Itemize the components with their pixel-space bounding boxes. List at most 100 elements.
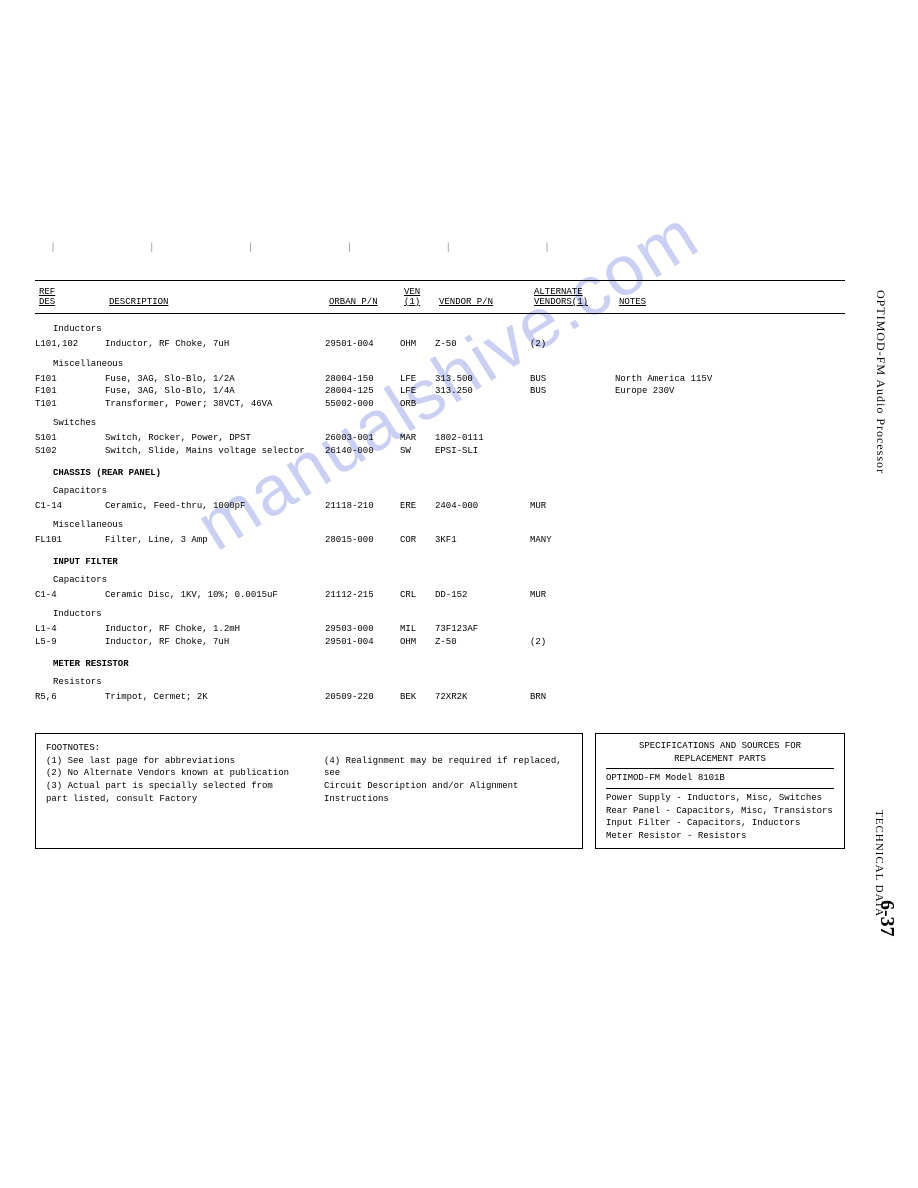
table-row: FL101Filter, Line, 3 Amp28015-000COR3KF1… bbox=[35, 534, 845, 547]
cell-orban: 29501-004 bbox=[325, 338, 400, 351]
footnotes-title: FOOTNOTES: bbox=[46, 742, 294, 755]
cell-vendor-pn: 73F123AF bbox=[435, 623, 530, 636]
cell-ref: C1-14 bbox=[35, 500, 105, 513]
footnote-line: (1) See last page for abbreviations bbox=[46, 755, 294, 768]
spec-model: OPTIMOD-FM Model 8101B bbox=[606, 772, 834, 785]
cell-vendor-pn: 313.250 bbox=[435, 385, 530, 398]
footnotes-box: FOOTNOTES: (1) See last page for abbrevi… bbox=[35, 733, 583, 849]
cell-desc: Fuse, 3AG, Slo-Blo, 1/4A bbox=[105, 385, 325, 398]
table-row: S101Switch, Rocker, Power, DPST26003-001… bbox=[35, 432, 845, 445]
cell-orban: 20509-220 bbox=[325, 691, 400, 704]
footnote-line: part listed, consult Factory bbox=[46, 793, 294, 806]
cell-note bbox=[615, 432, 845, 445]
page-number: 6-37 bbox=[875, 900, 898, 937]
cell-ven: ORB bbox=[400, 398, 435, 411]
cell-ven: OHM bbox=[400, 636, 435, 649]
section-subgroup: Miscellaneous bbox=[53, 520, 845, 530]
cell-desc: Inductor, RF Choke, 7uH bbox=[105, 338, 325, 351]
cell-orban: 26140-000 bbox=[325, 445, 400, 458]
cell-alt: MUR bbox=[530, 500, 615, 513]
cell-alt: (2) bbox=[530, 636, 615, 649]
table-row: R5,6Trimpot, Cermet; 2K20509-220BEK72XR2… bbox=[35, 691, 845, 704]
cell-alt: BRN bbox=[530, 691, 615, 704]
cell-note bbox=[615, 691, 845, 704]
cell-note bbox=[615, 398, 845, 411]
spec-line: Rear Panel - Capacitors, Misc, Transisto… bbox=[606, 805, 834, 818]
cell-alt: MANY bbox=[530, 534, 615, 547]
cell-orban: 21118-210 bbox=[325, 500, 400, 513]
side-labels: OPTIMOD-FM Audio Processor TECHNICAL DAT… bbox=[873, 290, 893, 990]
cell-desc: Fuse, 3AG, Slo-Blo, 1/2A bbox=[105, 373, 325, 386]
hdr-des: DES bbox=[39, 297, 55, 307]
cell-desc: Ceramic, Feed-thru, 1000pF bbox=[105, 500, 325, 513]
perforation-ticks: |||||| bbox=[50, 243, 550, 253]
cell-vendor-pn: 3KF1 bbox=[435, 534, 530, 547]
column-headers: REF DES DESCRIPTION ORBAN P/N VEN (1) VE… bbox=[35, 280, 845, 314]
cell-ref: L1-4 bbox=[35, 623, 105, 636]
cell-alt bbox=[530, 623, 615, 636]
section-group: CHASSIS (REAR PANEL) bbox=[53, 468, 845, 478]
cell-vendor-pn: Z-50 bbox=[435, 338, 530, 351]
section-subgroup: Resistors bbox=[53, 677, 845, 687]
cell-alt: BUS bbox=[530, 385, 615, 398]
cell-desc: Ceramic Disc, 1KV, 10%; 0.0015uF bbox=[105, 589, 325, 602]
cell-note: Europe 230V bbox=[615, 385, 845, 398]
cell-desc: Switch, Slide, Mains voltage selector bbox=[105, 445, 325, 458]
section-subgroup: Capacitors bbox=[53, 486, 845, 496]
cell-desc: Switch, Rocker, Power, DPST bbox=[105, 432, 325, 445]
cell-vendor-pn: 1802-0111 bbox=[435, 432, 530, 445]
cell-ven: ERE bbox=[400, 500, 435, 513]
spec-line: Meter Resistor - Resistors bbox=[606, 830, 834, 843]
cell-note bbox=[615, 623, 845, 636]
cell-note bbox=[615, 589, 845, 602]
cell-orban: 28004-150 bbox=[325, 373, 400, 386]
cell-ven: OHM bbox=[400, 338, 435, 351]
cell-desc: Transformer, Power; 38VCT, 46VA bbox=[105, 398, 325, 411]
table-row: C1-14Ceramic, Feed-thru, 1000pF21118-210… bbox=[35, 500, 845, 513]
cell-ven: COR bbox=[400, 534, 435, 547]
spec-line: Power Supply - Inductors, Misc, Switches bbox=[606, 792, 834, 805]
footnote-line: (2) No Alternate Vendors known at public… bbox=[46, 767, 294, 780]
cell-vendor-pn: 313.500 bbox=[435, 373, 530, 386]
table-row: L1-4Inductor, RF Choke, 1.2mH29503-000MI… bbox=[35, 623, 845, 636]
table-row: F101Fuse, 3AG, Slo-Blo, 1/4A28004-125LFE… bbox=[35, 385, 845, 398]
cell-vendor-pn: 2404-000 bbox=[435, 500, 530, 513]
cell-vendor-pn: EPSI-SLI bbox=[435, 445, 530, 458]
cell-desc: Inductor, RF Choke, 1.2mH bbox=[105, 623, 325, 636]
page-content: REF DES DESCRIPTION ORBAN P/N VEN (1) VE… bbox=[35, 280, 845, 849]
section-subgroup: Miscellaneous bbox=[53, 359, 845, 369]
hdr-alt2: VENDORS(1) bbox=[534, 297, 588, 307]
cell-ref: L5-9 bbox=[35, 636, 105, 649]
cell-alt bbox=[530, 445, 615, 458]
cell-ref: T101 bbox=[35, 398, 105, 411]
table-row: T101Transformer, Power; 38VCT, 46VA55002… bbox=[35, 398, 845, 411]
cell-ref: S102 bbox=[35, 445, 105, 458]
cell-orban: 29501-004 bbox=[325, 636, 400, 649]
cell-ref: F101 bbox=[35, 385, 105, 398]
hdr-ref: REF bbox=[39, 287, 55, 297]
cell-alt: BUS bbox=[530, 373, 615, 386]
cell-orban: 26003-001 bbox=[325, 432, 400, 445]
cell-alt bbox=[530, 398, 615, 411]
cell-vendor-pn bbox=[435, 398, 530, 411]
footnote-line: (3) Actual part is specially selected fr… bbox=[46, 780, 294, 793]
cell-note bbox=[615, 534, 845, 547]
section-subgroup: Inductors bbox=[53, 609, 845, 619]
spec-title1: SPECIFICATIONS AND SOURCES FOR bbox=[606, 740, 834, 753]
cell-orban: 21112-215 bbox=[325, 589, 400, 602]
cell-ref: S101 bbox=[35, 432, 105, 445]
table-row: F101Fuse, 3AG, Slo-Blo, 1/2A28004-150LFE… bbox=[35, 373, 845, 386]
cell-alt: MUR bbox=[530, 589, 615, 602]
cell-ven: CRL bbox=[400, 589, 435, 602]
cell-alt bbox=[530, 432, 615, 445]
cell-vendor-pn: DD-152 bbox=[435, 589, 530, 602]
table-row: S102Switch, Slide, Mains voltage selecto… bbox=[35, 445, 845, 458]
cell-ven: MAR bbox=[400, 432, 435, 445]
cell-desc: Trimpot, Cermet; 2K bbox=[105, 691, 325, 704]
cell-ref: L101,102 bbox=[35, 338, 105, 351]
cell-note bbox=[615, 338, 845, 351]
footnote-line: (4) Realignment may be required if repla… bbox=[324, 755, 572, 780]
cell-ref: F101 bbox=[35, 373, 105, 386]
cell-ref: C1-4 bbox=[35, 589, 105, 602]
hdr-vendor-pn: VENDOR P/N bbox=[439, 297, 493, 307]
